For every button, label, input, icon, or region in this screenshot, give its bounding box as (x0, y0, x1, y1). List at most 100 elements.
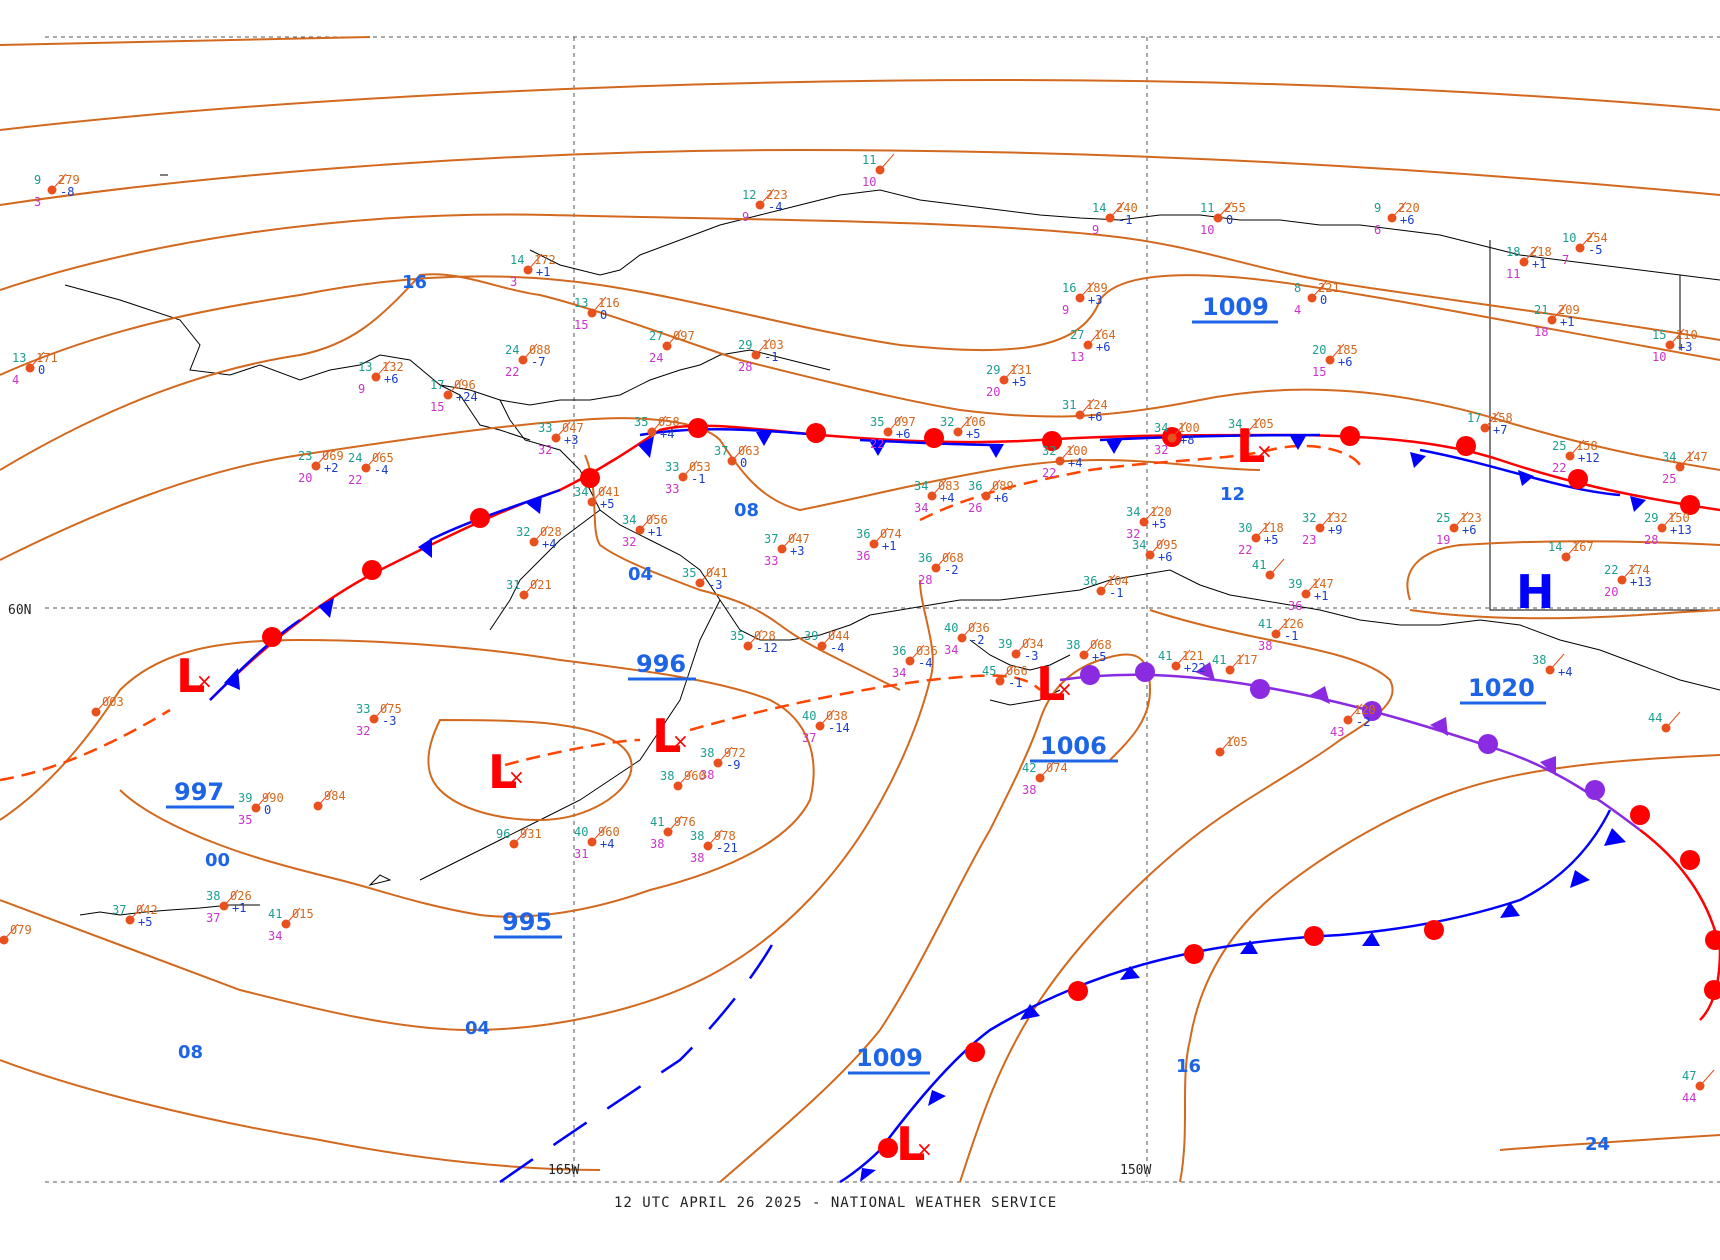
station-dewpoint: 36 (856, 549, 870, 563)
station-pressure-tendency: +13 (1670, 523, 1692, 537)
station-dewpoint: 22 (870, 437, 884, 451)
station-temperature: 40 (802, 709, 816, 723)
station-dewpoint: 9 (742, 210, 749, 224)
station-pressure: 147 (1312, 577, 1334, 591)
station-temperature: 37 (714, 444, 728, 458)
wind-barb (1003, 363, 1019, 381)
station-pressure-tendency: 0 (1226, 213, 1233, 227)
station-temperature: 35 (870, 415, 884, 429)
station-temperature: 36 (856, 527, 870, 541)
station-plot: 32 100 22 +4 (1042, 444, 1088, 480)
station-pressure-tendency: +5 (138, 915, 152, 929)
station-plot: 45 066-1 (982, 664, 1028, 690)
station-pressure: 171 (36, 351, 58, 365)
station-plot: 23 069 20 +2 (298, 449, 344, 485)
low-center: L (652, 709, 681, 763)
station-pressure: 097 (894, 415, 916, 429)
station-temperature: 42 (1022, 761, 1036, 775)
wind-barb (1079, 398, 1095, 416)
wind-barb (522, 343, 538, 361)
station-pressure-tendency: -4 (830, 641, 844, 655)
station-temperature: 40 (944, 621, 958, 635)
station-temperature: 20 (1312, 343, 1326, 357)
station-dewpoint: 38 (700, 768, 714, 782)
station-pressure: 118 (1262, 521, 1284, 535)
station-dewpoint: 22 (1042, 466, 1056, 480)
station-pressure-tendency: -2 (944, 563, 958, 577)
station-plot: 34 120 32 +5 (1126, 505, 1172, 541)
station-pressure: 068 (942, 551, 964, 565)
station-pressure: 210 (1676, 328, 1698, 342)
station-pressure-tendency: +1 (1560, 315, 1574, 329)
wind-barb (95, 695, 111, 713)
station-pressure: 254 (1586, 231, 1608, 245)
station-temperature: 9 (34, 173, 41, 187)
station-plot: 31 124+6 (1062, 398, 1108, 424)
station-pressure: 047 (562, 421, 584, 435)
station-temperature: 24 (505, 343, 519, 357)
station-temperature: 41 (650, 815, 664, 829)
station-plot: 31 021 (506, 578, 552, 600)
station-plot: 35 028-12 (730, 629, 778, 655)
pressure-value: 1009 (1202, 293, 1269, 321)
station-pressure: 047 (788, 532, 810, 546)
station-dewpoint: 28 (738, 360, 752, 374)
station-temperature: 34 (1228, 417, 1242, 431)
station-plot: 36 036 34 -4 (892, 644, 938, 680)
wind-barb (1255, 521, 1271, 539)
wind-barb (285, 907, 301, 925)
station-pressure: 026 (230, 889, 252, 903)
wind-barb (1523, 245, 1539, 263)
wind-barb (1171, 421, 1187, 439)
station-pressure-tendency: +4 (1068, 456, 1082, 470)
station-dewpoint: 22 (348, 473, 362, 487)
station-dewpoint: 10 (862, 175, 876, 189)
station-temperature: 9 (1374, 201, 1381, 215)
station-plot: 47 44 (1682, 1069, 1715, 1105)
station-dewpoint: 10 (1200, 223, 1214, 237)
wind-barb (1175, 649, 1191, 667)
wind-barb (527, 253, 543, 271)
station-plot: 35 041-3 (682, 566, 728, 592)
station-dewpoint: 32 (1126, 527, 1140, 541)
wind-barb (1484, 411, 1500, 429)
station-dewpoint: 24 (649, 351, 663, 365)
station-temperature: 45 (982, 664, 996, 678)
wind-barb (523, 578, 539, 596)
station-plot: 22 174 20 +13 (1604, 563, 1652, 599)
wind-barb (1039, 761, 1055, 779)
wind-barb (29, 351, 45, 369)
station-pressure: 028 (754, 629, 776, 643)
station-temperature: 13 (574, 296, 588, 310)
station-temperature: 35 (730, 629, 744, 643)
station-pressure: 131 (1010, 363, 1032, 377)
wind-barb (819, 709, 835, 727)
station-dewpoint: 38 (650, 837, 664, 851)
station-temperature: 39 (804, 629, 818, 643)
station-plot: 40 038 37 -14 (802, 709, 850, 745)
station-temperature: 36 (918, 551, 932, 565)
station-pressure-tendency: -1 (1109, 586, 1123, 600)
station-dewpoint: 15 (430, 400, 444, 414)
station-dewpoint: 38 (1022, 783, 1036, 797)
station-pressure: 990 (262, 791, 284, 805)
isobar-label: 12 (1220, 484, 1245, 505)
station-pressure-tendency: -1 (764, 350, 778, 364)
station-plot: 34 095+6 (1132, 538, 1178, 564)
station-plot: 39 044-4 (804, 629, 850, 655)
station-pressure: 124 (1086, 398, 1108, 412)
station-plot: 33 053 33 -1 (665, 460, 711, 496)
station-pressure: 240 (1116, 201, 1138, 215)
station-dewpoint: 37 (802, 731, 816, 745)
station-plot: 24 065 22 -4 (348, 451, 394, 487)
wind-barb (961, 621, 977, 639)
isobar-label: 08 (734, 500, 759, 521)
station-temperature: 27 (1070, 328, 1084, 342)
station-temperature: 16 (1062, 281, 1076, 295)
station-dewpoint: 20 (986, 385, 1000, 399)
station-dewpoint: 10 (1652, 350, 1666, 364)
station-pressure: 209 (1558, 303, 1580, 317)
station-pressure-tendency: +6 (896, 427, 910, 441)
station-dewpoint: 43 (1330, 725, 1344, 739)
